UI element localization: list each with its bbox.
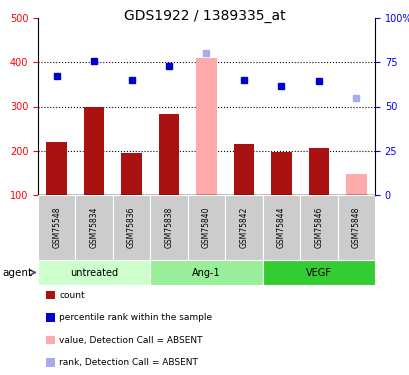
Bar <box>150 260 262 285</box>
Bar <box>233 144 254 195</box>
Text: rank, Detection Call = ABSENT: rank, Detection Call = ABSENT <box>59 358 198 367</box>
Text: GSM75840: GSM75840 <box>202 207 211 248</box>
Text: VEGF: VEGF <box>305 267 331 278</box>
Text: count: count <box>59 291 85 300</box>
Text: agent: agent <box>2 267 32 278</box>
Bar <box>225 195 262 260</box>
Text: GSM75846: GSM75846 <box>314 207 323 248</box>
Text: GDS1922 / 1389335_at: GDS1922 / 1389335_at <box>124 9 285 23</box>
Text: GSM75848: GSM75848 <box>351 207 360 248</box>
Bar <box>150 195 187 260</box>
Text: GSM75842: GSM75842 <box>239 207 248 248</box>
Bar <box>345 174 366 195</box>
Bar <box>308 148 328 195</box>
Text: Ang-1: Ang-1 <box>192 267 220 278</box>
Bar <box>196 58 216 195</box>
Bar <box>262 260 374 285</box>
Text: GSM75834: GSM75834 <box>90 207 99 248</box>
Bar <box>75 195 112 260</box>
Text: GSM75836: GSM75836 <box>127 207 136 248</box>
Bar <box>84 106 104 195</box>
Bar <box>262 195 299 260</box>
Bar <box>38 195 75 260</box>
Text: GSM75548: GSM75548 <box>52 207 61 248</box>
Bar <box>299 195 337 260</box>
Bar <box>337 195 374 260</box>
Text: percentile rank within the sample: percentile rank within the sample <box>59 313 212 322</box>
Text: GSM75838: GSM75838 <box>164 207 173 248</box>
Bar <box>270 152 291 195</box>
Text: value, Detection Call = ABSENT: value, Detection Call = ABSENT <box>59 336 202 345</box>
Bar <box>121 153 142 195</box>
Bar <box>38 260 150 285</box>
Text: untreated: untreated <box>70 267 118 278</box>
Bar <box>46 142 67 195</box>
Bar <box>158 114 179 195</box>
Bar <box>187 195 225 260</box>
Text: GSM75844: GSM75844 <box>276 207 285 248</box>
Bar <box>112 195 150 260</box>
